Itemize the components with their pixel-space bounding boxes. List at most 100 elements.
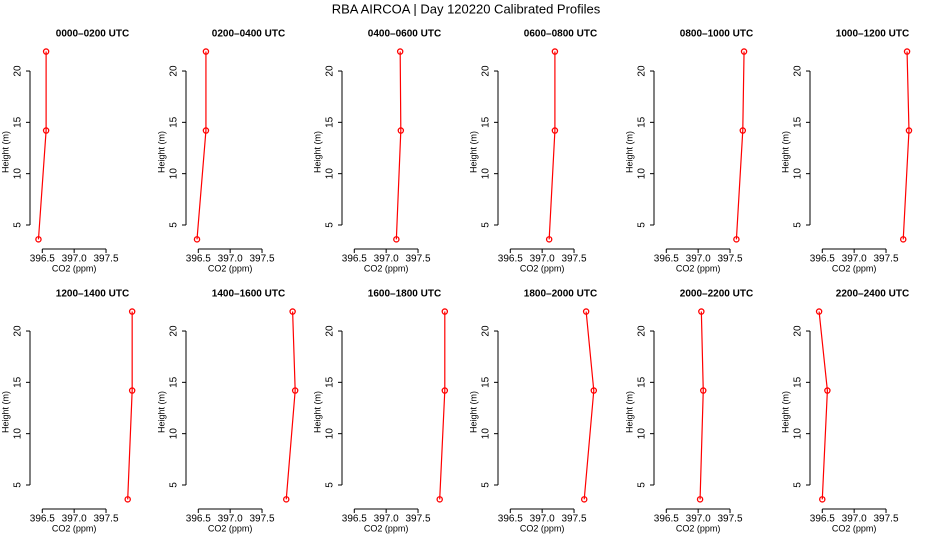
profile-line [439,311,446,500]
x-tick-label: 396.5 [30,514,55,525]
y-tick-label: 15 [13,376,24,388]
profile-point [396,48,404,55]
panel: 1000–1200 UTC 396.5 397.0 397.5 5 10 15 20 CO2 (… [780,29,913,273]
profile-point [899,236,907,243]
profile-point [42,48,50,55]
y-axis-label: Height (m) [468,391,478,433]
y-tick-label: 20 [325,65,336,77]
figure-title: RBA AIRCOA | Day 120220 Calibrated Profi… [332,1,601,16]
profile-line [735,51,745,240]
profile-point [291,387,299,394]
profile-line [548,51,556,240]
x-tick-label: 397.5 [94,514,119,525]
profile-point [903,48,911,55]
y-tick-label: 5 [13,482,24,488]
profile-line [395,51,402,240]
y-tick-label: 5 [169,222,180,228]
profile-point [905,127,913,134]
profile-line [285,311,296,500]
y-tick-label: 10 [481,168,492,180]
profile-point [696,496,704,503]
profile-point [824,387,831,394]
panel: 1600–1800 UTC 396.5 397.0 397.5 5 10 15 20 CO2 (… [312,289,449,533]
y-tick-label: 15 [325,116,336,128]
y-tick-label: 15 [481,376,492,388]
y-axis-label: Height (m) [312,391,322,433]
x-axis-label: CO2 (ppm) [832,523,877,533]
x-tick-label: 397.0 [62,254,87,265]
x-tick-label: 397.0 [530,514,555,525]
profile-point [590,387,598,394]
y-tick-label: 10 [169,168,180,180]
profile-point [733,236,740,243]
y-tick-label: 5 [481,222,492,228]
x-tick-label: 397.0 [530,254,555,265]
panel: 0200–0400 UTC 396.5 397.0 397.5 5 10 15 20 CO2 (… [156,29,285,274]
y-tick-label: 5 [169,482,180,488]
y-tick-label: 15 [637,116,648,128]
y-tick-label: 10 [325,168,336,180]
profile-point [441,308,449,315]
profile-point [815,308,823,315]
profile-point [551,127,559,134]
y-tick-label: 10 [637,428,648,440]
profile-line [902,51,910,240]
profile-point [580,496,588,503]
profile-line [127,311,133,500]
panel-title: 1000–1200 UTC [836,29,909,40]
x-tick-label: 396.5 [498,254,523,265]
profile-point [819,496,826,503]
panel: 0600–0800 UTC 396.5 397.0 397.5 5 10 15 20 CO2 (… [468,29,597,274]
y-tick-label: 15 [169,376,180,388]
y-tick-label: 5 [637,222,648,228]
x-tick-label: 396.5 [186,514,211,525]
y-tick-label: 15 [637,376,648,388]
x-axis-label: CO2 (ppm) [52,263,97,273]
y-tick-label: 15 [793,376,804,388]
panel: 2000–2200 UTC 396.5 397.0 397.5 5 10 15 20 CO2 (… [624,289,753,534]
x-tick-label: 396.5 [654,254,679,265]
profile-line [583,311,595,500]
profile-point [202,48,210,55]
y-tick-label: 5 [793,482,804,488]
x-tick-label: 397.5 [874,254,899,265]
x-tick-label: 397.0 [842,254,867,265]
panel-title: 2200–2400 UTC [836,289,909,300]
panel-title: 2000–2200 UTC [680,289,753,300]
profile-line [37,51,47,240]
x-tick-label: 396.5 [342,254,367,265]
panel: 2200–2400 UTC 396.5 397.0 397.5 5 10 15 20 CO2 (… [780,289,909,534]
profile-point [393,236,400,243]
y-tick-label: 5 [793,222,804,228]
panel: 0800–1000 UTC 396.5 397.0 397.5 5 10 15 20 CO2 (… [624,29,753,274]
profile-point [545,236,553,243]
y-tick-label: 10 [637,168,648,180]
y-tick-label: 15 [481,116,492,128]
y-tick-label: 20 [481,325,492,337]
y-tick-label: 5 [481,482,492,488]
y-tick-label: 5 [325,482,336,488]
y-axis-label: Height (m) [0,131,10,173]
y-tick-label: 20 [325,325,336,337]
y-tick-label: 20 [481,65,492,77]
panel-title: 1400–1600 UTC [212,289,285,300]
x-tick-label: 396.5 [810,514,835,525]
profile-point [202,127,210,134]
x-tick-label: 396.5 [342,514,367,525]
panel: 0000–0200 UTC 396.5 397.0 397.5 5 10 15 20 CO2 (… [0,29,129,274]
x-tick-label: 397.0 [374,254,399,265]
x-axis-label: CO2 (ppm) [52,523,97,533]
y-tick-label: 20 [793,325,804,337]
x-tick-label: 397.5 [718,254,743,265]
y-axis-label: Height (m) [156,131,166,173]
x-tick-label: 397.0 [842,514,867,525]
panel-title: 0400–0600 UTC [368,29,441,40]
profile-point [582,308,590,315]
panel-title: 1600–1800 UTC [368,289,441,300]
x-axis-label: CO2 (ppm) [364,523,409,533]
y-axis-label: Height (m) [156,391,166,433]
profile-point [698,308,705,315]
y-tick-label: 10 [169,428,180,440]
profile-line [699,311,704,500]
